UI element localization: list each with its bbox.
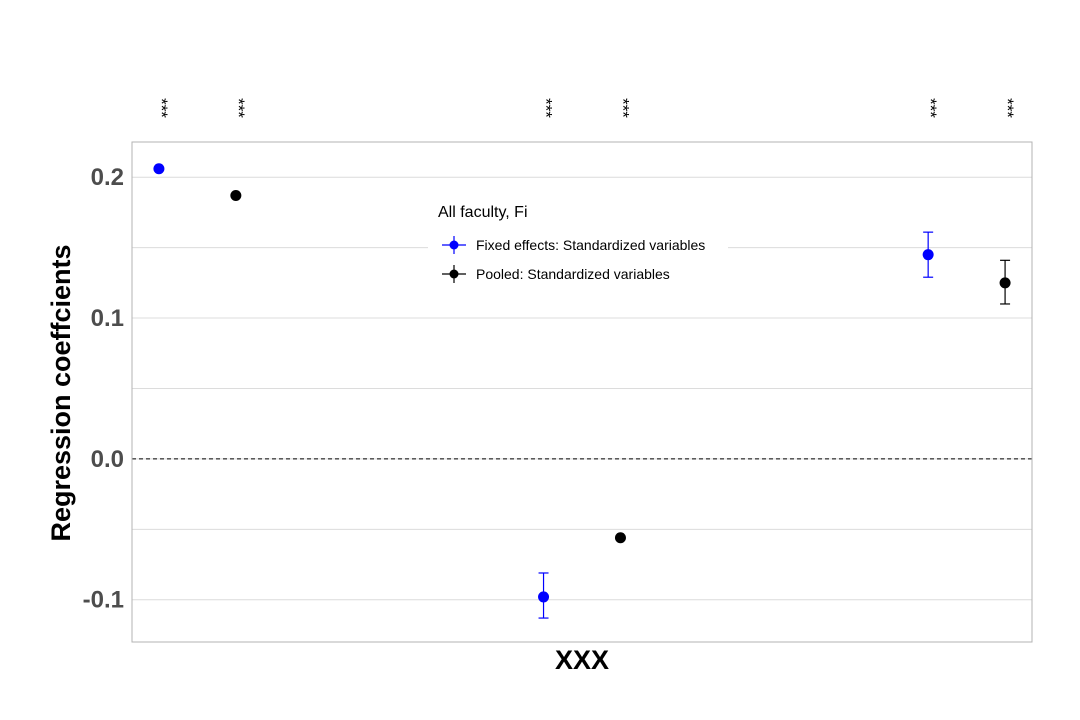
legend: All faculty, Fi Fixed effects: Standardi…: [428, 196, 728, 292]
legend-label: Fixed effects: Standardized variables: [476, 237, 705, 253]
data-point: [999, 277, 1011, 289]
significance-label: ***: [537, 98, 556, 118]
legend-label: Pooled: Standardized variables: [476, 266, 670, 282]
y-axis-title: Regression coeffcients: [46, 244, 76, 541]
x-axis-title: XXX: [555, 645, 609, 675]
y-tick-layer: -0.1 0.0 0.1 0.2: [83, 164, 124, 614]
y-tick-label: 0.1: [91, 305, 124, 332]
y-tick-label: 0.2: [91, 164, 124, 191]
data-point: [538, 591, 550, 603]
significance-label: ***: [613, 98, 632, 118]
y-tick-label: 0.0: [91, 446, 124, 473]
significance-layer: *** *** *** *** *** ***: [152, 98, 1017, 118]
y-tick-label: -0.1: [83, 587, 124, 614]
legend-title: All faculty, Fi: [438, 204, 528, 221]
panel-border: [131, 141, 1033, 643]
significance-label: ***: [998, 98, 1017, 118]
data-point: [614, 532, 626, 544]
legend-key: [442, 265, 466, 283]
legend-item: Pooled: Standardized variables: [442, 265, 670, 283]
significance-label: ***: [229, 98, 248, 118]
data-point: [153, 163, 165, 175]
point-layer: [153, 163, 1011, 603]
significance-label: ***: [921, 98, 940, 118]
data-point: [230, 190, 242, 202]
legend-item: Fixed effects: Standardized variables: [442, 236, 705, 254]
significance-label: ***: [152, 98, 171, 118]
data-point: [922, 249, 934, 261]
legend-background: [428, 196, 728, 292]
legend-key: [442, 236, 466, 254]
panel-border-layer: [131, 141, 1033, 643]
legend-items: Fixed effects: Standardized variables Poo…: [442, 236, 705, 283]
